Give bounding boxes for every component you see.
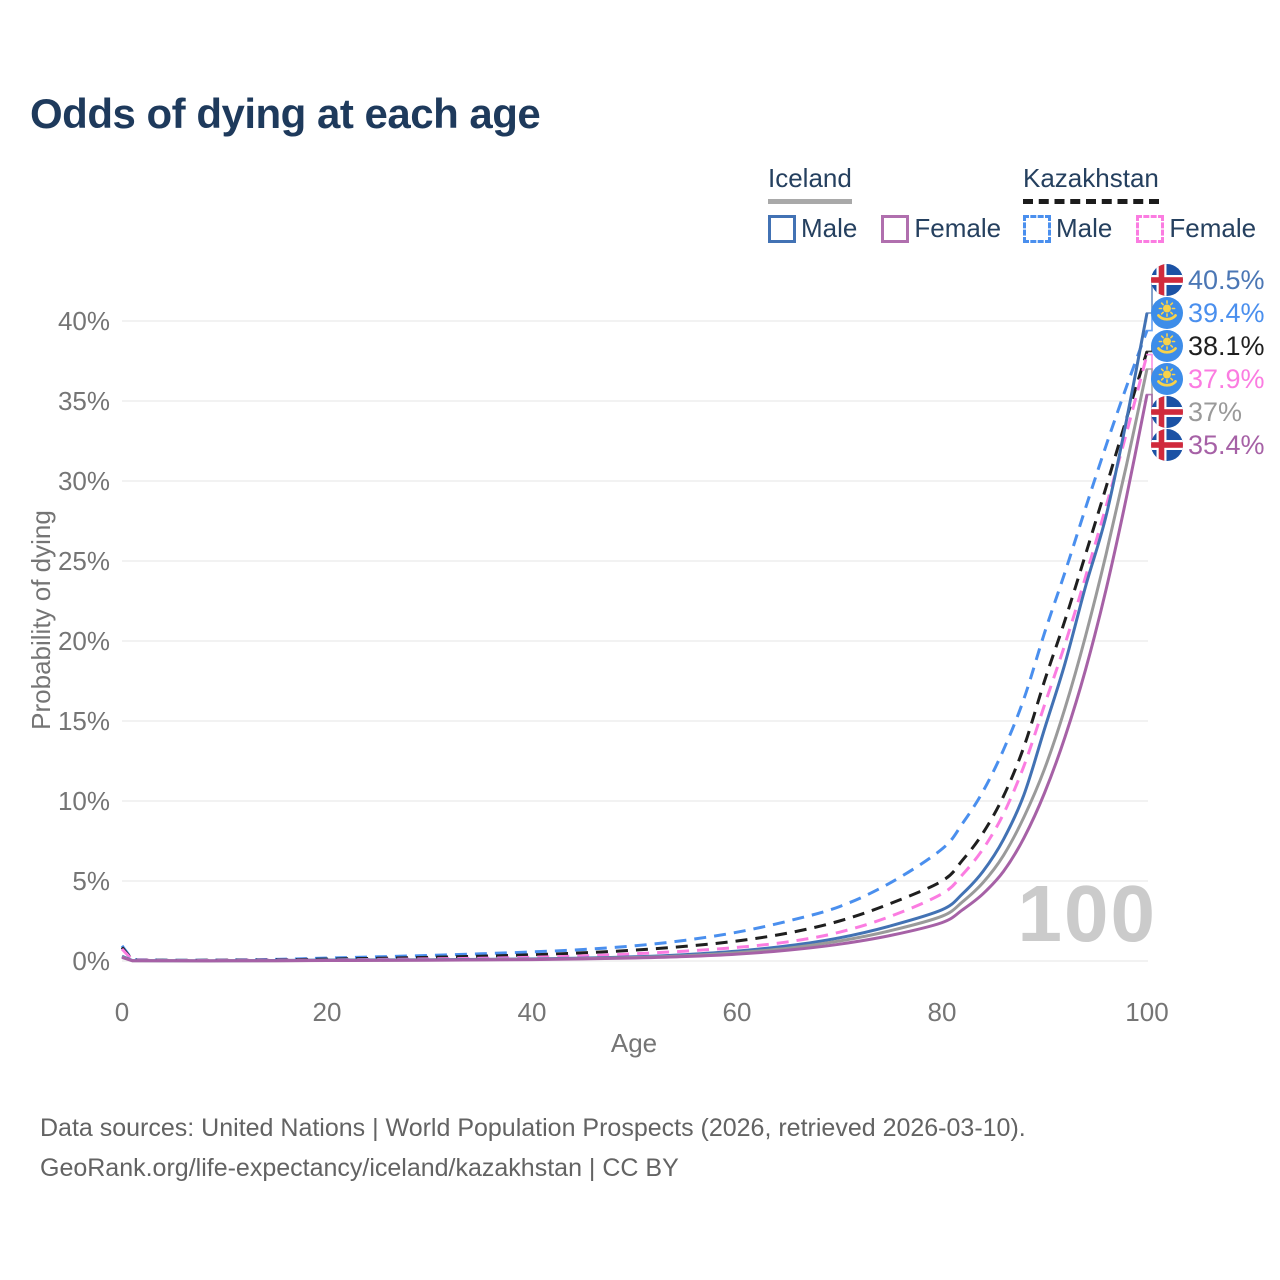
- footer-line1: Data sources: United Nations | World Pop…: [40, 1114, 1026, 1142]
- end-label-value-kazakhstan-female: 37.9%: [1188, 364, 1265, 394]
- legend-label: Male: [1056, 213, 1113, 243]
- y-tick-label-40%: 40%: [58, 306, 110, 336]
- end-label-value-kazakhstan-male: 39.4%: [1188, 298, 1265, 328]
- y-tick-label-15%: 15%: [58, 706, 110, 736]
- x-tick-label-20: 20: [313, 997, 342, 1027]
- footer-line2: GeoRank.org/life-expectancy/iceland/kaza…: [40, 1154, 679, 1182]
- x-tick-label-40: 40: [518, 997, 547, 1027]
- legend-items-iceland: Male Female: [768, 213, 1001, 244]
- x-tick-label-0: 0: [115, 997, 129, 1027]
- iceland-male-swatch-icon: [768, 214, 796, 243]
- legend-group-iceland: Iceland Male Female: [768, 163, 1001, 244]
- kazakhstan-flag-icon: [1151, 363, 1183, 395]
- data-source-footer: Data sources: United Nations | World Pop…: [40, 1108, 1026, 1188]
- y-tick-label-20%: 20%: [58, 626, 110, 656]
- iceland-flag-icon: [1151, 264, 1183, 296]
- y-tick-label-35%: 35%: [58, 386, 110, 416]
- kazakhstan-flag-icon: [1151, 297, 1183, 329]
- legend-group-kazakhstan: Kazakhstan Male Female: [1023, 163, 1256, 244]
- legend-label: Female: [1169, 213, 1257, 243]
- legend-item-iceland-male[interactable]: Male: [768, 213, 857, 244]
- kazakhstan-female-swatch-icon: [1136, 214, 1165, 243]
- end-label-value-iceland-male: 40.5%: [1188, 265, 1265, 295]
- legend-label: Female: [914, 213, 1002, 243]
- legend-label: Male: [801, 213, 858, 243]
- y-tick-label-30%: 30%: [58, 466, 110, 496]
- legend-item-kazakhstan-male[interactable]: Male: [1023, 213, 1112, 244]
- x-tick-label-60: 60: [723, 997, 752, 1027]
- legend-item-iceland-female[interactable]: Female: [881, 213, 1001, 244]
- page-title: Odds of dying at each age: [30, 90, 541, 137]
- legend-items-kazakhstan: Male Female: [1023, 213, 1256, 244]
- end-label-value-iceland-female: 35.4%: [1188, 430, 1265, 460]
- iceland-flag-icon: [1151, 429, 1183, 461]
- y-tick-label-25%: 25%: [58, 546, 110, 576]
- series-line-iceland-total[interactable]: [121, 368, 1149, 963]
- legend-country-kazakhstan[interactable]: Kazakhstan: [1023, 163, 1159, 204]
- series-line-kazakhstan-male[interactable]: [120, 330, 1149, 962]
- y-tick-label-0%: 0%: [72, 946, 110, 976]
- iceland-female-swatch-icon: [881, 214, 910, 243]
- x-tick-label-80: 80: [928, 997, 957, 1027]
- x-axis-title: Age: [610, 1028, 658, 1058]
- iceland-flag-icon: [1151, 396, 1183, 428]
- kazakhstan-flag-icon: [1151, 330, 1183, 362]
- age-indicator-watermark: 100: [1018, 869, 1157, 958]
- y-tick-label-5%: 5%: [72, 866, 110, 896]
- series-line-iceland-male[interactable]: [121, 312, 1149, 963]
- end-label-value-kazakhstan-total: 38.1%: [1188, 331, 1265, 361]
- end-label-value-iceland-total: 37%: [1188, 397, 1242, 427]
- series-line-iceland-female[interactable]: [121, 394, 1149, 963]
- legend-item-kazakhstan-female[interactable]: Female: [1136, 213, 1256, 244]
- y-tick-label-10%: 10%: [58, 786, 110, 816]
- legend-country-iceland[interactable]: Iceland: [768, 163, 852, 204]
- kazakhstan-male-swatch-icon: [1023, 214, 1051, 243]
- x-tick-label-100: 100: [1125, 997, 1168, 1027]
